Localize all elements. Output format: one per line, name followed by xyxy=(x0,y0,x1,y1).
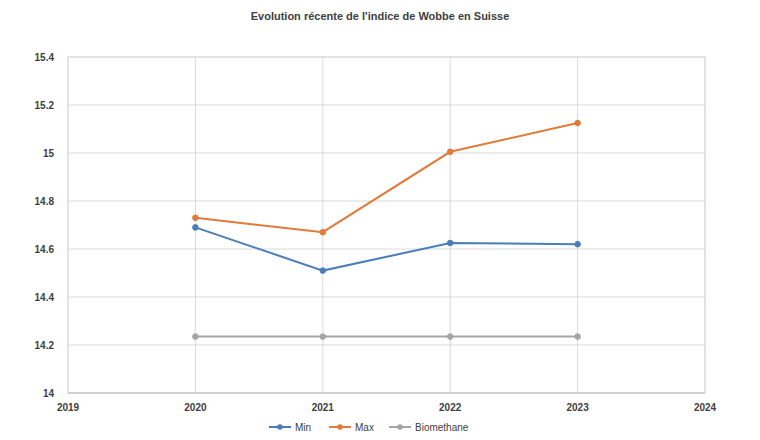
x-tick-label: 2024 xyxy=(694,402,717,413)
legend: Min Max Biomethane xyxy=(269,422,469,433)
data-group xyxy=(193,120,581,339)
series-marker xyxy=(447,334,453,340)
series-line xyxy=(195,227,577,270)
series-marker xyxy=(320,229,326,235)
x-tick-label: 2023 xyxy=(566,402,589,413)
chart-container: Evolution récente de l'indice de Wobbe e… xyxy=(0,0,760,440)
legend-label: Biomethane xyxy=(415,422,469,433)
series-marker xyxy=(193,334,199,340)
series-marker xyxy=(193,225,199,231)
series-line xyxy=(195,336,577,338)
series-marker xyxy=(575,334,581,340)
y-grid-line xyxy=(68,393,705,394)
x-axis-line xyxy=(68,393,705,394)
legend-label: Min xyxy=(295,422,311,433)
series-marker xyxy=(447,240,453,246)
y-tick-label: 15 xyxy=(43,148,55,159)
x-tick-label: 2021 xyxy=(312,402,335,413)
x-tick-label: 2019 xyxy=(57,402,80,413)
grid xyxy=(68,57,705,393)
legend-marker xyxy=(337,424,343,430)
y-tick-label: 14.4 xyxy=(35,292,55,303)
plot-frame xyxy=(68,57,705,393)
x-tick-label: 2022 xyxy=(439,402,462,413)
y-grid-line xyxy=(68,297,705,298)
y-tick-label: 14.8 xyxy=(35,196,55,207)
y-grid-line xyxy=(68,105,705,106)
series-marker xyxy=(447,149,453,155)
title: Evolution récente de l'indice de Wobbe e… xyxy=(251,10,510,22)
page: {"chart_data": {"type": "line", "title":… xyxy=(0,0,760,440)
y-grid-line xyxy=(68,153,705,154)
x-grid-line xyxy=(322,57,323,393)
legend-marker xyxy=(277,424,283,430)
series-marker xyxy=(320,334,326,340)
y-tick-label: 15.2 xyxy=(35,100,55,111)
series-marker xyxy=(575,241,581,247)
x-tick-label: 2020 xyxy=(184,402,207,413)
series-marker xyxy=(193,215,199,221)
x-grid-line xyxy=(450,57,451,393)
legend-label: Max xyxy=(355,422,374,433)
y-grid-line xyxy=(68,345,705,346)
series-line xyxy=(195,123,577,232)
y-grid-line xyxy=(68,249,705,250)
chart-svg: Evolution récente de l'indice de Wobbe e… xyxy=(0,0,760,440)
legend-marker xyxy=(397,424,403,430)
y-tick-label: 15.4 xyxy=(35,52,55,63)
x-grid-line xyxy=(577,57,578,393)
y-tick-label: 14.6 xyxy=(35,244,55,255)
y-tick-label: 14.2 xyxy=(35,340,55,351)
series-marker xyxy=(320,268,326,274)
series-marker xyxy=(575,120,581,126)
y-grid-line xyxy=(68,201,705,202)
y-tick-label: 14 xyxy=(43,388,55,399)
